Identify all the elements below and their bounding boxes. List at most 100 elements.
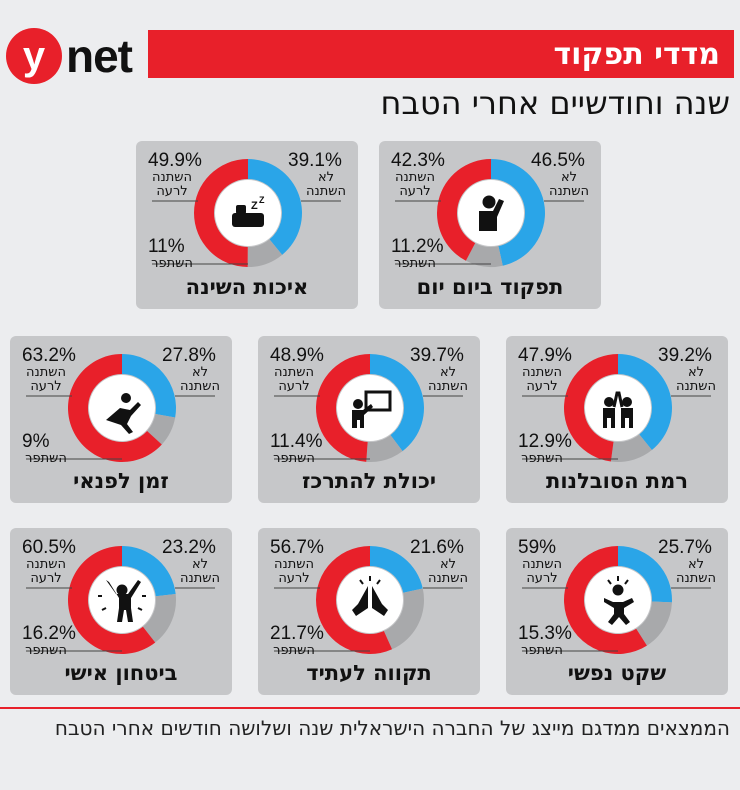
category-label-worse: השתנה לרעה xyxy=(152,170,192,200)
donut-slice-improved xyxy=(610,434,652,462)
category-label-improved: השתפר xyxy=(25,451,67,466)
category-label-worse: השתנה לרעה xyxy=(395,170,435,200)
chart-title: שקט נפשי xyxy=(567,661,667,685)
value-label-improved: 11.2% xyxy=(391,236,444,257)
category-label-no-change: לא השתנה xyxy=(180,557,220,587)
value-label-worse: 47.9% xyxy=(518,345,572,366)
donut-slice-no-change xyxy=(122,546,176,597)
donut-hole xyxy=(89,375,155,441)
value-label-improved: 9% xyxy=(22,431,50,452)
value-label-improved: 15.3% xyxy=(518,623,572,644)
donut-slice-improved xyxy=(366,435,403,462)
svg-text:Z: Z xyxy=(259,195,265,205)
value-label-worse: 42.3% xyxy=(391,150,445,171)
meditation-icon xyxy=(604,576,634,625)
category-label-no-change: לא השתנה xyxy=(180,365,220,395)
value-label-worse: 59% xyxy=(518,537,557,558)
chart-title: איכות השינה xyxy=(185,275,309,299)
chart-title: רמת הסובלנות xyxy=(546,469,688,493)
category-label-no-change: לא השתנה xyxy=(549,170,589,200)
chart-card: Z Z 39.1% 49.9% 11% לא השתנה השתנה לרעה השתפר אי… xyxy=(136,141,358,309)
footer-note: הממצאים ממדגם מייצג של החברה הישראלית שנ… xyxy=(54,716,730,740)
value-label-no-change: 21.6% xyxy=(410,537,464,558)
category-label-no-change: לא השתנה xyxy=(306,170,346,200)
chart-title: זמן לפנאי xyxy=(73,469,169,493)
chart-title: תקווה לעתיד xyxy=(306,661,432,685)
category-label-improved: השתפר xyxy=(151,256,193,271)
donut-slice-improved xyxy=(142,593,176,643)
category-label-no-change: לא השתנה xyxy=(676,365,716,395)
footer-divider xyxy=(0,707,740,709)
donut-hole xyxy=(585,375,651,441)
category-label-worse: השתנה לרעה xyxy=(274,557,314,587)
donut-slice-improved xyxy=(247,239,283,267)
donut-chart xyxy=(522,354,711,462)
logo-text: net xyxy=(66,30,133,82)
donut-slice-worse xyxy=(564,354,618,462)
chart-card: 46.5% 42.3% 11.2% לא השתנה השתנה לרעה השתפר תפ… xyxy=(379,141,601,309)
value-label-worse: 48.9% xyxy=(270,345,324,366)
category-label-improved: השתפר xyxy=(273,643,315,658)
praying-hands-icon xyxy=(352,576,388,616)
page-title: מדדי תפקוד xyxy=(148,30,734,78)
donut-slice-no-change xyxy=(370,354,424,452)
chart-card: 27.8% 63.2% 9% לא השתנה השתנה לרעה השתפר זמן ל… xyxy=(10,336,232,503)
donut-slice-no-change xyxy=(248,159,302,255)
donut-slice-worse xyxy=(437,159,491,261)
value-label-no-change: 39.7% xyxy=(410,345,464,366)
donut-chart xyxy=(522,546,711,654)
value-label-no-change: 46.5% xyxy=(531,150,585,171)
chart-card: 39.2% 47.9% 12.9% לא השתנה השתנה לרעה השתפר רמ… xyxy=(506,336,728,503)
donut-slice-no-change xyxy=(122,354,176,418)
donut-chart xyxy=(274,546,463,654)
donut-slice-no-change xyxy=(618,354,672,451)
donut-slice-worse xyxy=(315,546,393,654)
value-label-improved: 11.4% xyxy=(270,431,323,452)
donut-chart xyxy=(274,354,463,462)
donut-slice-worse xyxy=(68,354,162,462)
value-label-no-change: 25.7% xyxy=(658,537,712,558)
category-label-worse: השתנה לרעה xyxy=(522,365,562,395)
category-label-improved: השתפר xyxy=(394,256,436,271)
presentation-icon xyxy=(352,390,392,428)
confident-person-icon xyxy=(98,580,146,622)
donut-slice-improved xyxy=(636,601,672,646)
category-label-worse: השתנה לרעה xyxy=(274,365,314,395)
category-label-no-change: לא השתנה xyxy=(428,557,468,587)
value-label-no-change: 39.1% xyxy=(288,150,342,171)
value-label-improved: 21.7% xyxy=(270,623,324,644)
chart-card: 39.7% 48.9% 11.4% לא השתנה השתנה לרעה השתפר יכ… xyxy=(258,336,480,503)
value-label-no-change: 39.2% xyxy=(658,345,712,366)
category-label-improved: השתפר xyxy=(273,451,315,466)
donut-slice-worse xyxy=(564,546,647,654)
value-label-improved: 11% xyxy=(148,236,185,257)
value-label-no-change: 27.8% xyxy=(162,345,216,366)
donut-slice-improved xyxy=(465,243,503,267)
donut-hole xyxy=(337,567,403,633)
chart-card: 25.7% 59% 15.3% לא השתנה השתנה לרעה השתפר שקט … xyxy=(506,528,728,695)
donut-slice-improved xyxy=(383,588,424,650)
value-label-worse: 63.2% xyxy=(22,345,76,366)
donut-slice-no-change xyxy=(491,159,545,266)
value-label-worse: 60.5% xyxy=(22,537,76,558)
value-label-worse: 56.7% xyxy=(270,537,324,558)
logo-letter: y xyxy=(22,34,46,78)
high-five-icon xyxy=(603,391,633,428)
value-label-improved: 12.9% xyxy=(518,431,572,452)
donut-slice-no-change xyxy=(618,546,672,603)
category-label-improved: השתפר xyxy=(521,451,563,466)
category-label-worse: השתנה לרעה xyxy=(26,557,66,587)
ynet-logo: y xyxy=(6,28,62,84)
category-label-improved: השתפר xyxy=(521,643,563,658)
value-label-worse: 49.9% xyxy=(148,150,202,171)
value-label-no-change: 23.2% xyxy=(162,537,216,558)
donut-chart xyxy=(395,159,584,267)
category-label-worse: השתנה לרעה xyxy=(522,557,562,587)
category-label-no-change: לא השתנה xyxy=(428,365,468,395)
page-subtitle: שנה וחודשיים אחרי הטבח xyxy=(380,84,730,122)
donut-hole xyxy=(585,567,651,633)
title-text: מדדי תפקוד xyxy=(553,36,720,72)
chart-title: ביטחון אישי xyxy=(64,661,178,685)
